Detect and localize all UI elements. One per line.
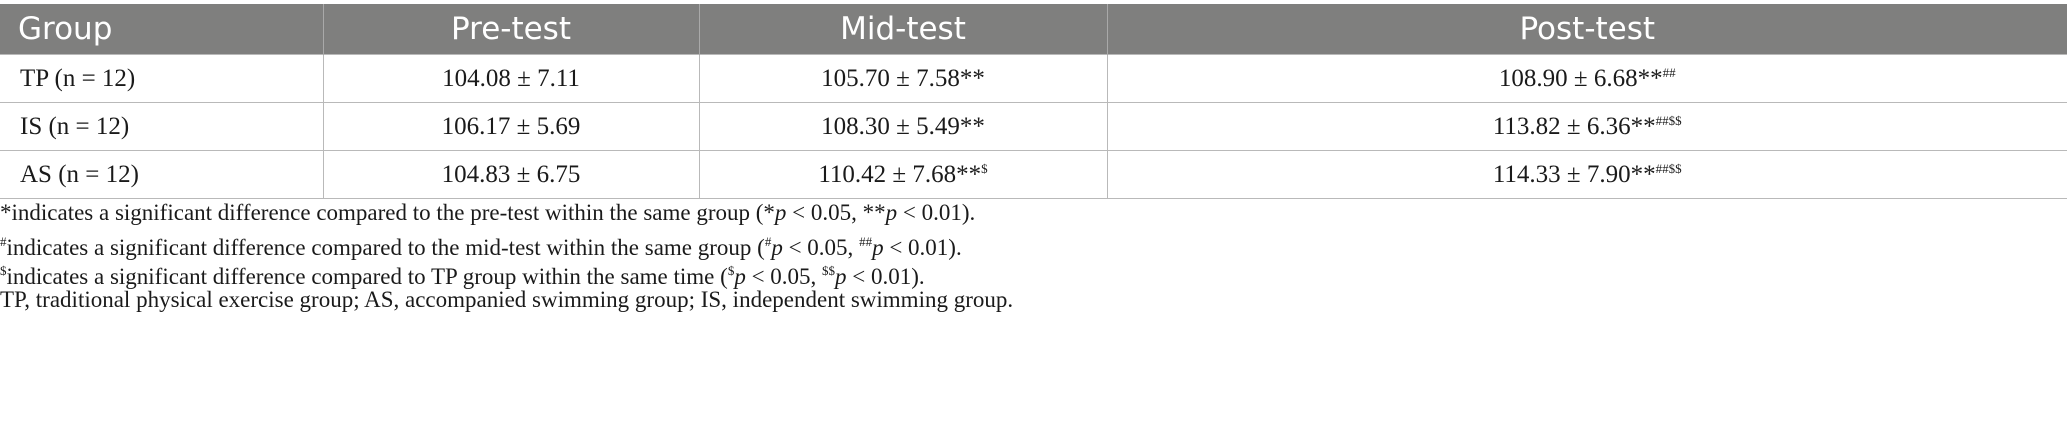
significance-mark: ** xyxy=(1630,160,1656,188)
table-footnotes: *indicates a significant difference comp… xyxy=(0,198,2067,314)
significance-superscript: ##$$ xyxy=(1655,112,1682,128)
cell-post-test: 114.33 ± 7.90**##$$ xyxy=(1106,150,2067,199)
significance-mark: ** xyxy=(1630,112,1656,140)
cell-pre-test: 106.17 ± 5.69 xyxy=(322,102,699,151)
header-row: Group Pre-test Mid-test Post-test xyxy=(0,4,2067,55)
cell-mid-test: 110.42 ± 7.68**$ xyxy=(698,150,1107,199)
cell-group: AS (n = 12) xyxy=(0,150,323,199)
cell-group: TP (n = 12) xyxy=(0,54,323,103)
significance-mark: ** xyxy=(959,64,985,92)
cell-pre-test: 104.83 ± 6.75 xyxy=(322,150,699,199)
header-post-test: Post-test xyxy=(1106,4,2067,55)
header-mid-test: Mid-test xyxy=(698,4,1107,55)
significance-mark: ** xyxy=(1637,64,1663,92)
footnote-abbreviations: TP, traditional physical exercise group;… xyxy=(0,287,1014,312)
table-row-tp: TP (n = 12) 104.08 ± 7.11 105.70 ± 7.58*… xyxy=(0,54,2067,103)
footnote-mid-test: #indicates a significant difference comp… xyxy=(0,234,962,260)
cell-value: 105.70 ± 7.58 xyxy=(821,64,960,92)
footnote-tp-group: $indicates a significant difference comp… xyxy=(0,263,925,289)
cell-mid-test: 108.30 ± 5.49** xyxy=(698,102,1107,151)
table-row-as: AS (n = 12) 104.83 ± 6.75 110.42 ± 7.68*… xyxy=(0,150,2067,199)
header-group: Group xyxy=(0,4,323,55)
cell-mid-test: 105.70 ± 7.58** xyxy=(698,54,1107,103)
results-table: Group Pre-test Mid-test Post-test TP (n … xyxy=(0,4,2067,199)
significance-superscript: ##$$ xyxy=(1655,160,1682,176)
cell-value: 114.33 ± 7.90 xyxy=(1492,160,1631,188)
cell-pre-test: 104.08 ± 7.11 xyxy=(322,54,699,103)
cell-value: 110.42 ± 7.68 xyxy=(818,160,957,188)
table-row-is: IS (n = 12) 106.17 ± 5.69 108.30 ± 5.49*… xyxy=(0,102,2067,151)
cell-value: 113.82 ± 6.36 xyxy=(1492,112,1631,140)
significance-superscript: $ xyxy=(981,160,988,176)
significance-mark: ** xyxy=(959,112,985,140)
table-header: Group Pre-test Mid-test Post-test xyxy=(0,4,2067,55)
significance-superscript: ## xyxy=(1662,64,1676,80)
cell-group: IS (n = 12) xyxy=(0,102,323,151)
cell-value: 108.30 ± 5.49 xyxy=(821,112,960,140)
cell-value: 108.90 ± 6.68 xyxy=(1498,64,1638,92)
footnote-pre-test: *indicates a significant difference comp… xyxy=(0,200,976,225)
cell-post-test: 113.82 ± 6.36**##$$ xyxy=(1106,102,2067,151)
header-pre-test: Pre-test xyxy=(322,4,699,55)
cell-post-test: 108.90 ± 6.68**## xyxy=(1106,54,2067,103)
significance-mark: ** xyxy=(956,160,982,188)
